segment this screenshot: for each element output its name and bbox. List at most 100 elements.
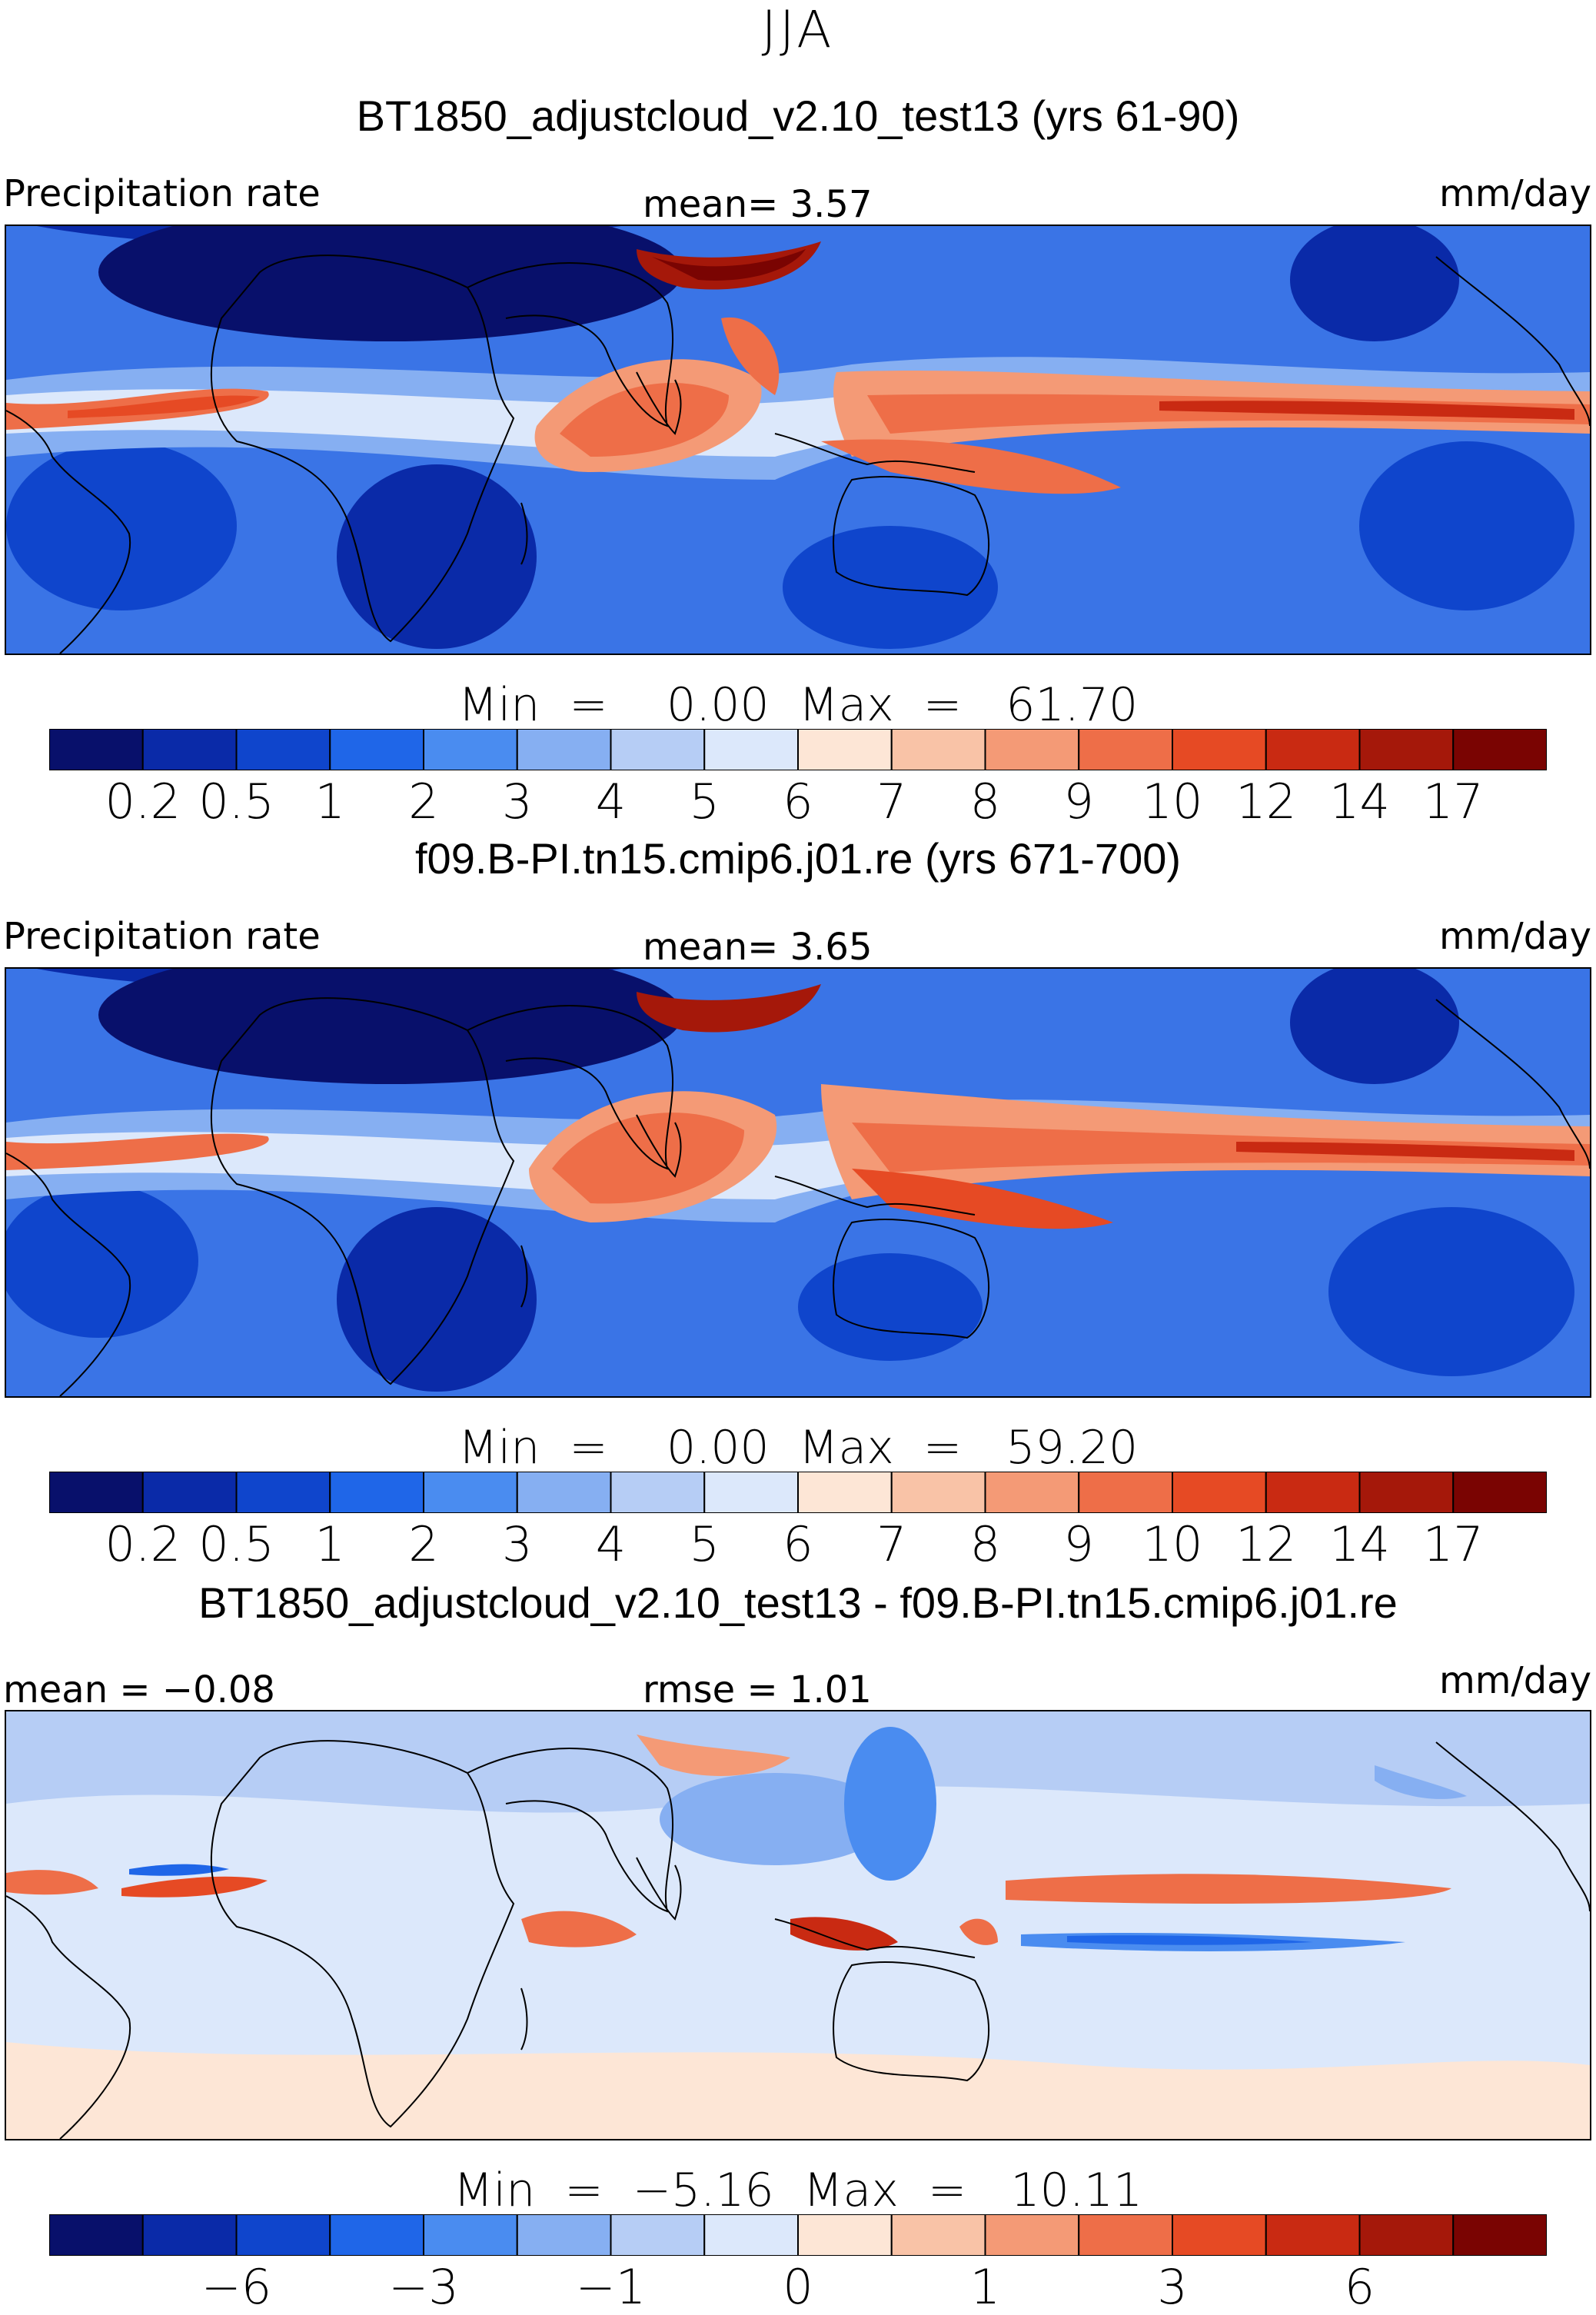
colorbar-tick-label: 17 [1422, 773, 1484, 830]
colorbar-swatch [235, 2214, 331, 2256]
colorbar-swatch [235, 1472, 331, 1513]
colorbar-swatch [235, 729, 331, 770]
colorbar-tick-label: 0.5 [198, 773, 274, 830]
colorbar-tick-label: 3 [502, 773, 533, 830]
colorbar-swatch [984, 2214, 1080, 2256]
colorbar-tick-label: 12 [1235, 773, 1297, 830]
colorbar-swatch [141, 1472, 238, 1513]
colorbar-swatch [1172, 2214, 1267, 2256]
colorbar-swatch [610, 1472, 706, 1513]
colorbar-swatch [329, 729, 424, 770]
colorbar-swatch [703, 729, 799, 770]
panel3-colorbar-ticks: −6 −3 −1 0 1 3 6 [49, 2259, 1547, 2315]
panel3-map-svg [6, 1711, 1590, 2139]
panel1-map-svg [6, 226, 1590, 654]
colorbar-swatch [890, 729, 986, 770]
colorbar-tick-label: 8 [969, 1516, 1001, 1572]
colorbar-swatch [797, 1472, 893, 1513]
colorbar-swatch [890, 2214, 986, 2256]
panel3-rmse-label: rmse = 1.01 [643, 1668, 872, 1711]
colorbar-swatch [610, 729, 706, 770]
colorbar-swatch [141, 729, 238, 770]
colorbar-swatch [49, 729, 144, 770]
panel2-units-label: mm/day [1439, 915, 1591, 958]
colorbar-swatch [141, 2214, 238, 2256]
colorbar-swatch [423, 1472, 518, 1513]
colorbar-swatch [703, 1472, 799, 1513]
colorbar-swatch [516, 2214, 612, 2256]
panel1-precip-map [5, 225, 1591, 655]
colorbar-tick-label: 14 [1329, 1516, 1390, 1572]
panel1-units-label: mm/day [1439, 172, 1591, 215]
colorbar-swatch [703, 2214, 799, 2256]
panel2-variable-label: Precipitation rate [3, 915, 321, 958]
colorbar-tick-label: 12 [1235, 1516, 1297, 1572]
colorbar-tick-label: 0.2 [105, 1516, 181, 1572]
colorbar-swatch [1452, 1472, 1547, 1513]
panel3-case-title: BT1850_adjustcloud_v2.10_test13 - f09.B-… [198, 1578, 1398, 1627]
colorbar-swatch [1358, 2214, 1455, 2256]
colorbar-swatch [49, 2214, 144, 2256]
colorbar-tick-label: 10 [1142, 1516, 1203, 1572]
colorbar-swatch [1265, 1472, 1361, 1513]
colorbar-swatch [797, 2214, 893, 2256]
colorbar-tick-label: 17 [1422, 1516, 1484, 1572]
colorbar-tick-label: 4 [595, 773, 627, 830]
colorbar-swatch [1078, 729, 1173, 770]
panel1-mean-label: mean= 3.57 [643, 183, 873, 226]
panel1-colorbar-ticks: 0.2 0.5 1 2 3 4 5 6 7 8 9 10 12 14 17 [49, 773, 1547, 830]
colorbar-tick-label: 10 [1142, 773, 1203, 830]
panel1-min-max: Min = 0.00 Max = 61.70 [457, 678, 1139, 732]
colorbar-tick-label: 2 [408, 773, 439, 830]
colorbar-swatch [1358, 729, 1455, 770]
panel1-case-title: BT1850_adjustcloud_v2.10_test13 (yrs 61-… [356, 91, 1240, 140]
panel2-colorbar-ticks: 0.2 0.5 1 2 3 4 5 6 7 8 9 10 12 14 17 [49, 1516, 1547, 1572]
colorbar-swatch [610, 2214, 706, 2256]
season-title: JJA [761, 0, 835, 59]
colorbar-swatch [1078, 2214, 1173, 2256]
colorbar-tick-label: 1 [969, 2259, 1001, 2315]
colorbar-tick-label: 6 [1344, 2259, 1375, 2315]
colorbar-swatch [1172, 729, 1267, 770]
colorbar-tick-label: 6 [783, 773, 813, 830]
colorbar-tick-label: 7 [876, 1516, 907, 1572]
colorbar-tick-label: 8 [969, 773, 1001, 830]
colorbar-tick-label: 0.5 [198, 1516, 274, 1572]
colorbar-tick-label: 0 [783, 2259, 813, 2315]
colorbar-swatch [423, 729, 518, 770]
colorbar-tick-label: 3 [502, 1516, 533, 1572]
panel3-units-label: mm/day [1439, 1659, 1591, 1702]
panel1-variable-label: Precipitation rate [3, 172, 321, 215]
colorbar-tick-label: 5 [689, 1516, 720, 1572]
panel1-colorbar [49, 729, 1547, 770]
colorbar-tick-label: 1 [314, 773, 345, 830]
panel3-min-max: Min = −5.16 Max = 10.11 [453, 2164, 1143, 2217]
colorbar-tick-label: 7 [876, 773, 907, 830]
colorbar-swatch [797, 729, 893, 770]
colorbar-swatch [423, 2214, 518, 2256]
colorbar-swatch [890, 1472, 986, 1513]
colorbar-tick-label: 3 [1157, 2259, 1188, 2315]
colorbar-swatch [516, 1472, 612, 1513]
colorbar-tick-label: 9 [1063, 1516, 1094, 1572]
colorbar-swatch [1265, 729, 1361, 770]
colorbar-swatch [1452, 2214, 1547, 2256]
colorbar-swatch [1452, 729, 1547, 770]
colorbar-tick-label: −1 [575, 2259, 647, 2315]
colorbar-swatch [1078, 1472, 1173, 1513]
colorbar-tick-label: 2 [408, 1516, 439, 1572]
colorbar-swatch [984, 1472, 1080, 1513]
colorbar-swatch [49, 1472, 144, 1513]
colorbar-tick-label: 0.2 [105, 773, 181, 830]
colorbar-tick-label: 1 [314, 1516, 345, 1572]
panel3-diff-map [5, 1710, 1591, 2140]
colorbar-swatch [1265, 2214, 1361, 2256]
colorbar-swatch [329, 2214, 424, 2256]
panel2-precip-map [5, 967, 1591, 1398]
colorbar-tick-label: 6 [783, 1516, 813, 1572]
colorbar-swatch [984, 729, 1080, 770]
colorbar-tick-label: 14 [1329, 773, 1390, 830]
colorbar-swatch [1358, 1472, 1455, 1513]
colorbar-tick-label: −3 [388, 2259, 459, 2315]
panel2-min-max: Min = 0.00 Max = 59.20 [457, 1421, 1139, 1475]
